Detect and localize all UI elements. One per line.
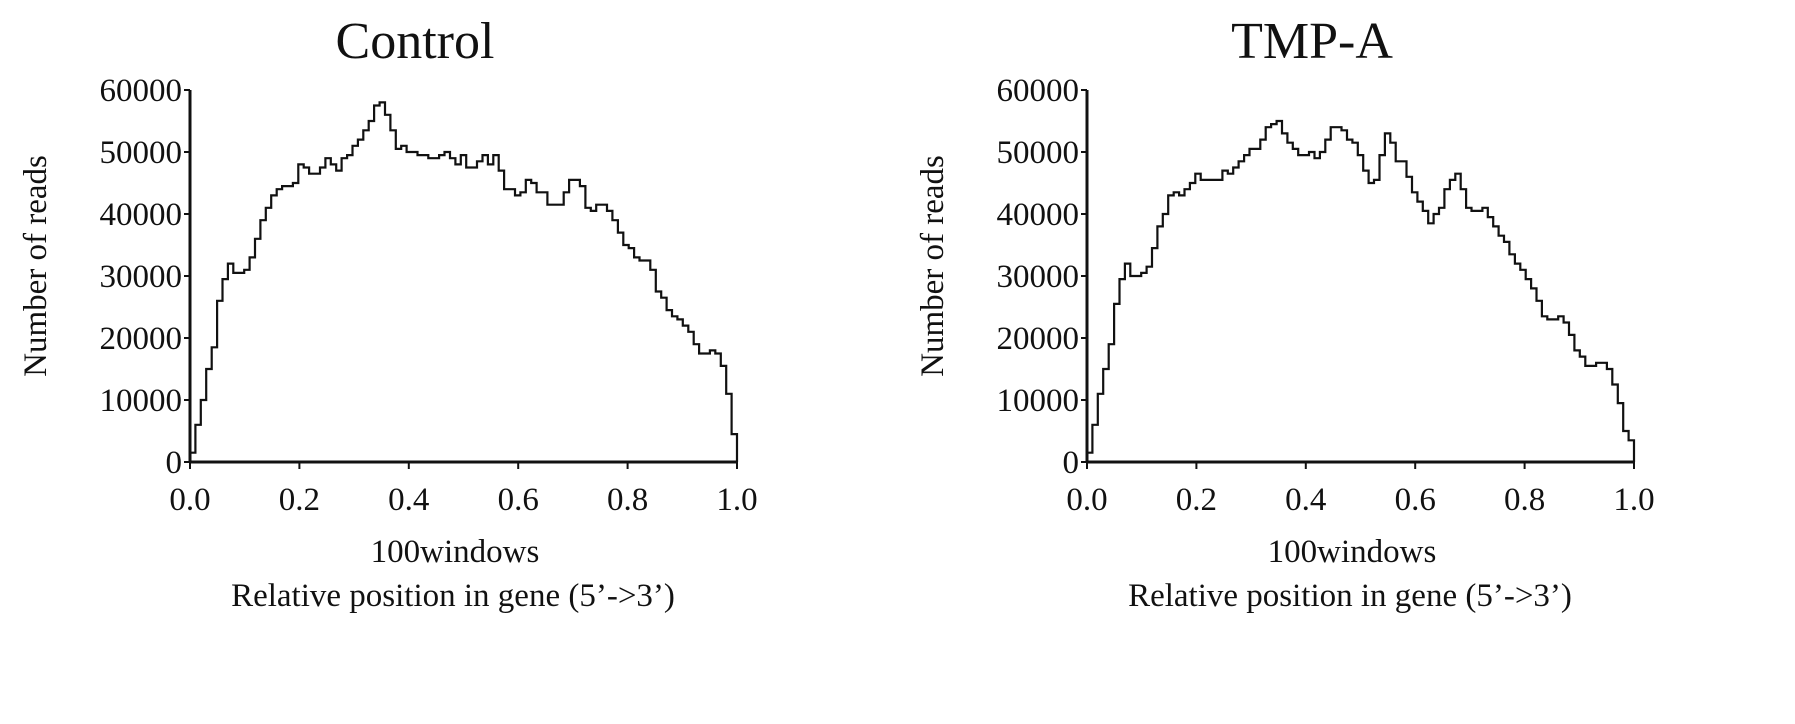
chart-svg: TMP-A 0 10000 20000 30000 40000 50000 60000 0.0 0…	[915, 13, 1655, 614]
x-tick-label: 0.2	[1176, 482, 1217, 518]
y-tick-label: 40000	[997, 197, 1080, 233]
y-tick-label: 30000	[100, 259, 183, 295]
y-tick-label: 60000	[997, 73, 1080, 109]
y-tick-label: 50000	[997, 135, 1080, 171]
y-tick-label: 30000	[997, 259, 1080, 295]
x-axis-sublabel: Relative position in gene (5’->3’)	[1128, 578, 1572, 614]
x-tick-label: 1.0	[1613, 482, 1654, 518]
x-tick-label: 0.2	[279, 482, 320, 518]
x-tick-label: 0.8	[607, 482, 648, 518]
x-tick-label: 0.8	[1504, 482, 1545, 518]
chart-svg: Control 0 10000 20000 30000 40000 50000 60000 0.…	[18, 13, 758, 614]
x-tick-label: 0.6	[1395, 482, 1436, 518]
chart-title: Control	[336, 13, 495, 70]
y-tick-label: 0	[1063, 445, 1080, 481]
y-tick-label: 0	[166, 445, 183, 481]
chart-title: TMP-A	[1231, 13, 1393, 70]
y-axis-label: Number of reads	[915, 155, 951, 377]
y-tick-label: 50000	[100, 135, 183, 171]
y-tick-label: 10000	[100, 383, 183, 419]
chart-panel-control: Control 0 10000 20000 30000 40000 50000 60000 0.…	[0, 0, 897, 724]
x-tick-label: 1.0	[716, 482, 757, 518]
y-axis-label: Number of reads	[18, 155, 54, 377]
x-axis-label: 100windows	[371, 534, 540, 570]
y-tick-label: 40000	[100, 197, 183, 233]
x-tick-label: 0.4	[1285, 482, 1326, 518]
series-line-0	[188, 101, 739, 462]
chart-panel-tmp-a: TMP-A 0 10000 20000 30000 40000 50000 60000 0.0 0…	[897, 0, 1794, 724]
x-tick-label: 0.0	[1066, 482, 1107, 518]
x-axis-sublabel: Relative position in gene (5’->3’)	[231, 578, 675, 614]
x-tick-label: 0.4	[388, 482, 429, 518]
y-tick-label: 20000	[997, 321, 1080, 357]
y-tick-label: 10000	[997, 383, 1080, 419]
x-axis-label: 100windows	[1268, 534, 1437, 570]
y-tick-label: 60000	[100, 73, 183, 109]
series-line-0	[1085, 119, 1636, 462]
x-tick-label: 0.6	[498, 482, 539, 518]
y-tick-label: 20000	[100, 321, 183, 357]
x-tick-label: 0.0	[169, 482, 210, 518]
